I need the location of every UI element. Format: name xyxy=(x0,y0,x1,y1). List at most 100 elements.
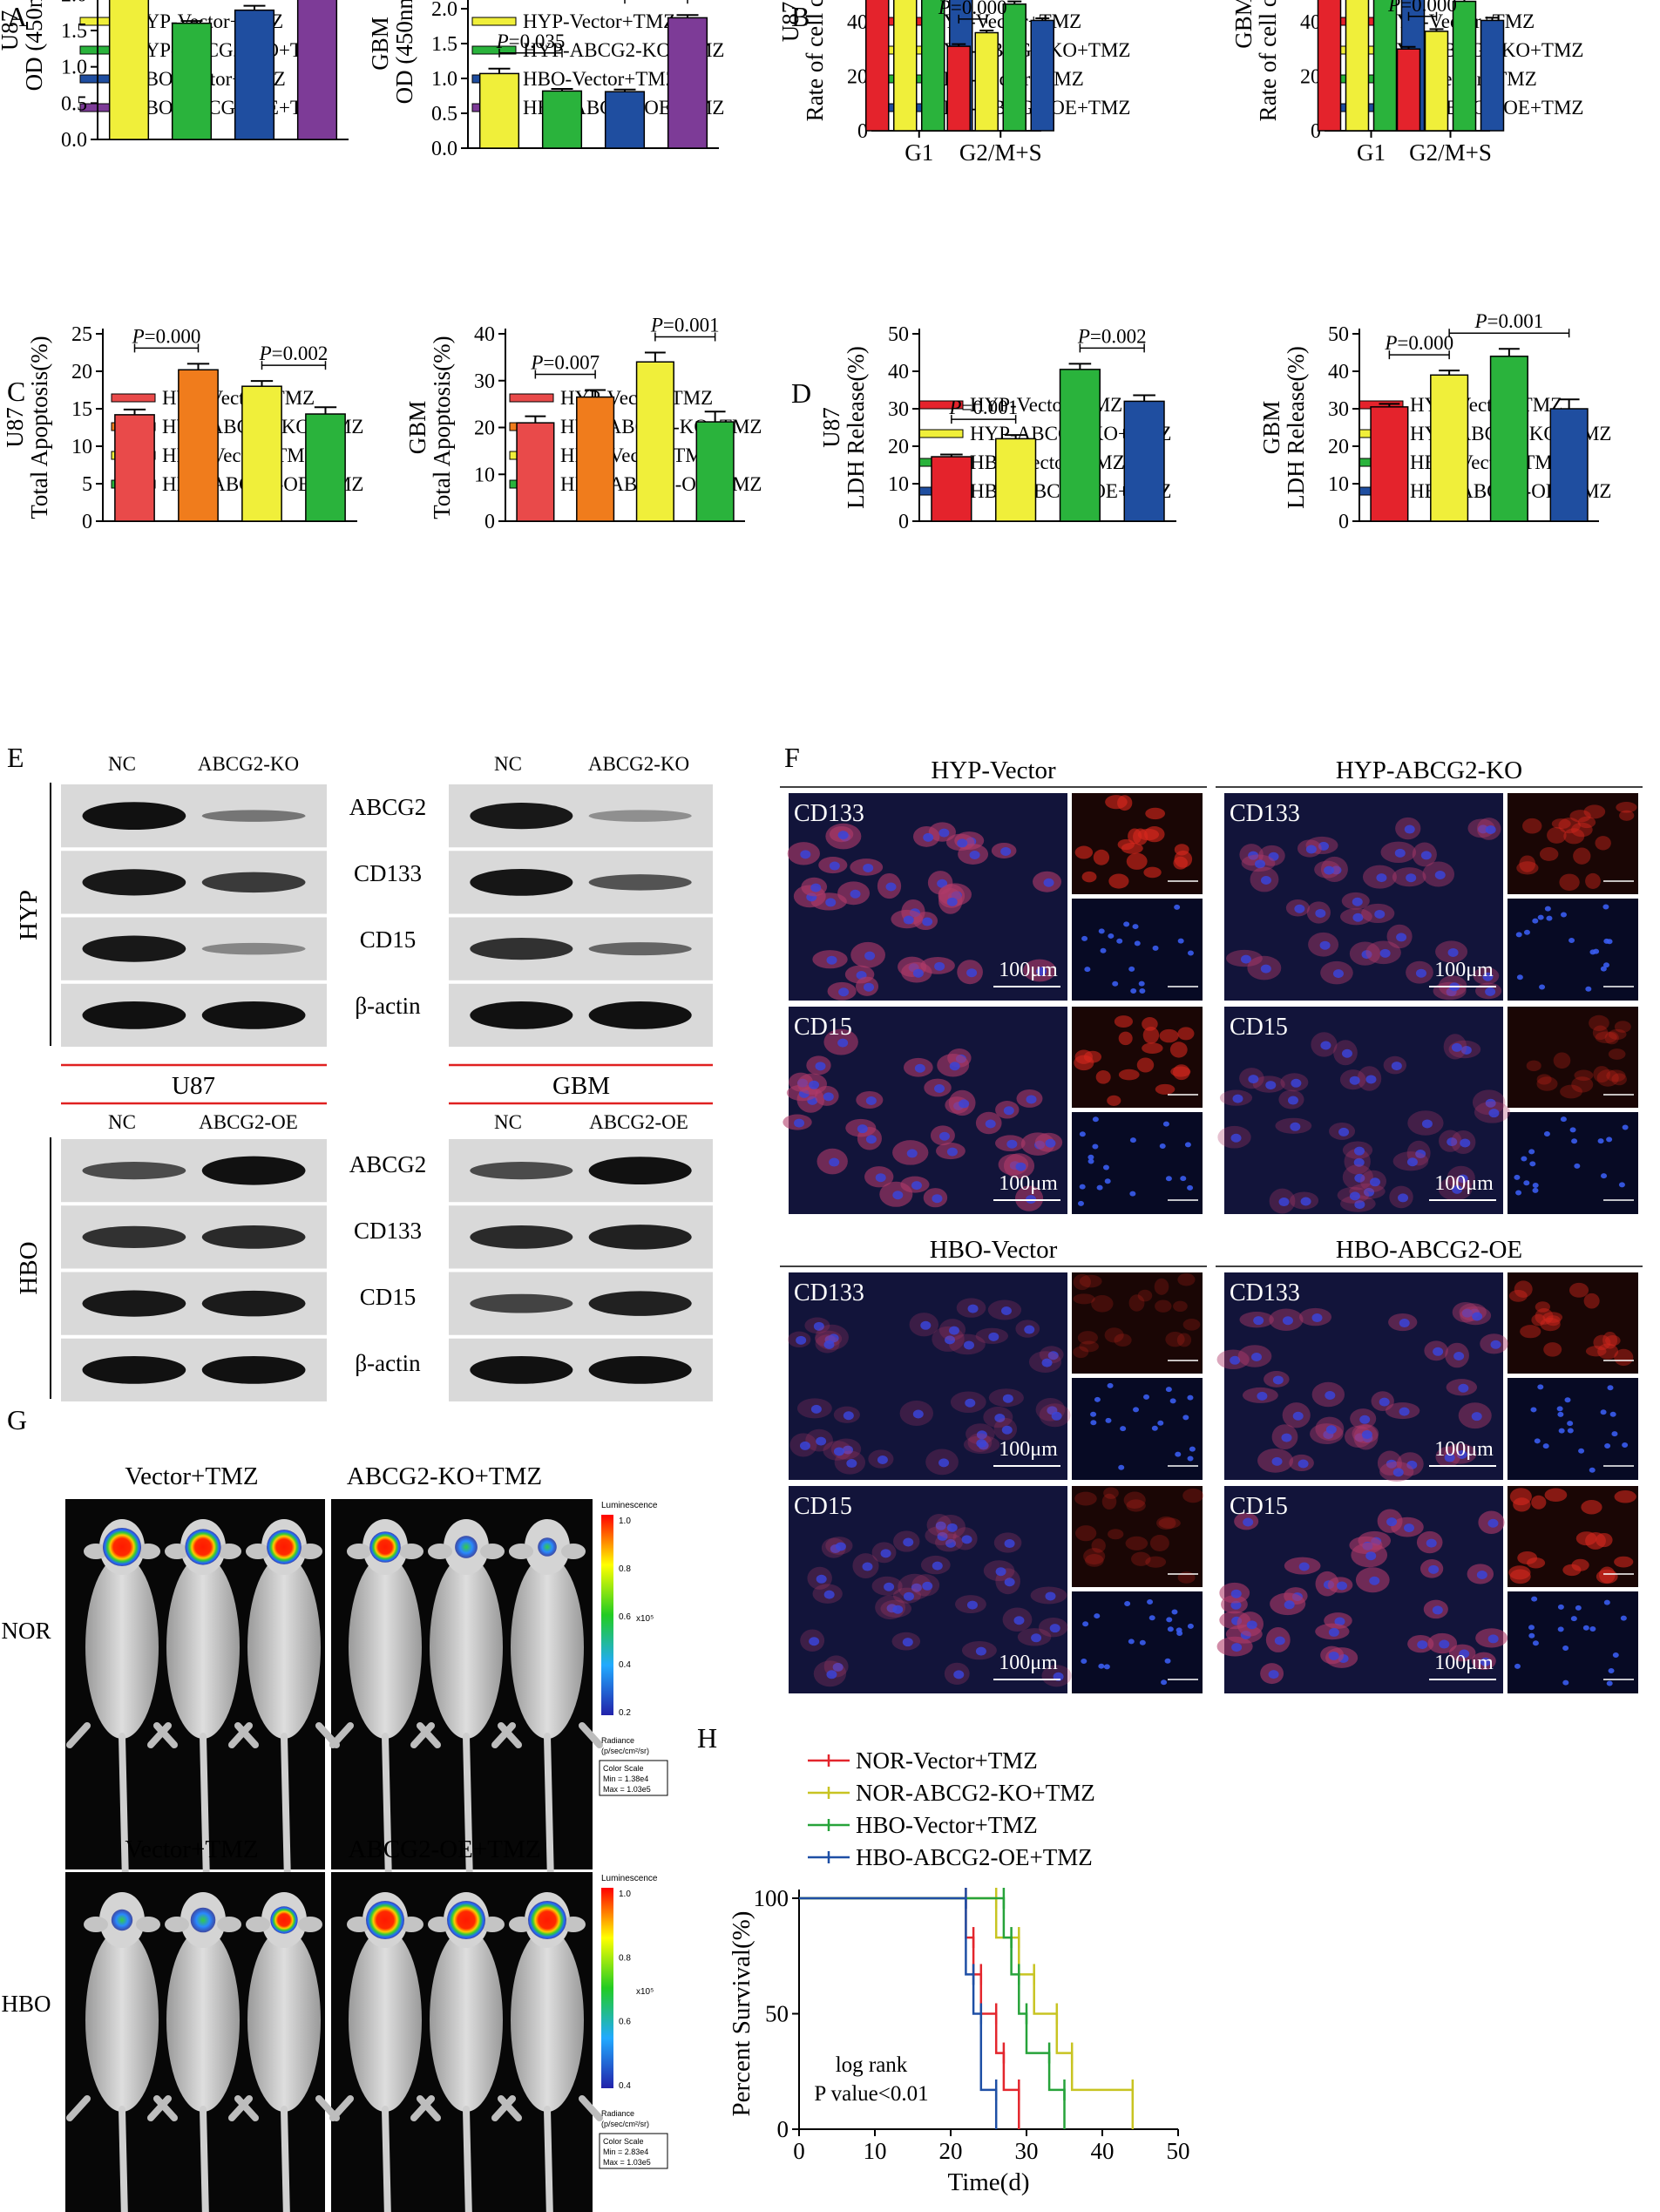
nucleus xyxy=(1406,873,1417,883)
nucleus xyxy=(1386,1517,1398,1527)
nucleus xyxy=(1045,1591,1056,1601)
red-signal xyxy=(1614,1021,1631,1033)
red-signal xyxy=(1145,807,1166,820)
y-axis-label: LDH Release(%) xyxy=(843,346,869,509)
red-signal xyxy=(1091,1294,1114,1313)
blot-band xyxy=(82,1001,186,1029)
nucleus xyxy=(1379,948,1391,958)
dapi-signal xyxy=(1180,1176,1187,1182)
y-tick-label: 0.5 xyxy=(61,92,87,115)
nucleus xyxy=(1278,1198,1290,1207)
legend-entry: HBO-ABCG2-OE+TMZ xyxy=(856,1844,1093,1870)
dapi-signal xyxy=(1528,1149,1535,1155)
nucleus xyxy=(1281,1433,1292,1442)
red-signal xyxy=(1535,1301,1551,1313)
p-value: P=0.000 xyxy=(938,0,1007,18)
y-axis-label: OD (450nm) xyxy=(391,0,417,104)
dapi-signal xyxy=(1612,1652,1619,1658)
legend-entry: NOR-ABCG2-KO+TMZ xyxy=(856,1780,1095,1806)
nucleus xyxy=(946,1523,958,1532)
bar xyxy=(995,438,1037,522)
nucleus xyxy=(1268,852,1279,861)
red-signal xyxy=(1137,828,1160,841)
bar xyxy=(478,72,520,149)
blot-band xyxy=(588,1355,692,1384)
nucleus xyxy=(880,1549,891,1558)
luminescence-signal xyxy=(369,1531,401,1563)
nucleus xyxy=(1230,1355,1241,1365)
nucleus xyxy=(837,1038,849,1048)
mouse xyxy=(410,1519,522,1886)
nucleus xyxy=(1287,1096,1298,1105)
red-signal xyxy=(1614,1489,1636,1503)
nucleus xyxy=(1480,1657,1491,1666)
dapi-signal xyxy=(1098,928,1105,934)
nucleus xyxy=(1031,1633,1042,1643)
bar xyxy=(695,421,735,522)
mouse-ear xyxy=(428,1544,452,1559)
lane-label: NC xyxy=(108,1111,136,1133)
p-value: P=0.000 xyxy=(1384,332,1453,354)
y-tick-label: 40 xyxy=(888,361,909,383)
mouse-leg xyxy=(410,1722,435,1748)
marker-label: CD133 xyxy=(1230,800,1300,827)
dapi-signal xyxy=(1589,949,1596,955)
nucleus xyxy=(967,1304,979,1313)
dapi-signal xyxy=(1602,904,1609,910)
red-signal xyxy=(1560,1084,1582,1099)
red-signal xyxy=(1581,1500,1602,1515)
dapi-signal xyxy=(1094,1396,1101,1402)
imaging-title: ABCG2-KO+TMZ xyxy=(347,1462,542,1490)
nucleus xyxy=(994,1414,1006,1423)
bar xyxy=(604,91,646,149)
colorbar-scale-box xyxy=(599,2133,668,2169)
mouse-ear xyxy=(509,1544,533,1559)
group-label: NOR xyxy=(1,1618,51,1644)
mouse-tail xyxy=(382,2106,391,2212)
merged-image xyxy=(789,1272,1067,1480)
colorbar-unit: x10⁵ xyxy=(636,1614,654,1624)
mouse-ear xyxy=(165,1544,189,1559)
dapi-signal xyxy=(1129,1137,1136,1143)
dapi-signal xyxy=(1569,1127,1576,1133)
blot-band xyxy=(82,869,186,896)
legend-swatch xyxy=(111,393,156,403)
dapi-signal xyxy=(1556,1406,1563,1412)
nucleus xyxy=(1452,1184,1463,1194)
dapi-signal xyxy=(1611,1431,1618,1437)
mouse-leg xyxy=(491,1722,516,1748)
dapi-signal xyxy=(1157,1420,1164,1426)
mouse-leg xyxy=(579,2095,603,2121)
mouse-leg xyxy=(498,2095,522,2121)
nucleus xyxy=(1396,933,1407,942)
nucleus xyxy=(903,1537,914,1547)
red-signal xyxy=(1085,1554,1104,1567)
mouse xyxy=(228,1892,340,2212)
red-signal xyxy=(1569,1282,1589,1298)
nucleus xyxy=(1432,1605,1443,1615)
nucleus xyxy=(823,1092,834,1102)
red-signal xyxy=(1174,844,1189,856)
bar xyxy=(541,90,583,149)
red-signal xyxy=(1128,1294,1145,1312)
blot-hyp-u87 xyxy=(61,784,327,1047)
nucleus xyxy=(966,968,978,978)
colorbar-scale-box xyxy=(599,1760,668,1796)
protein-label: ABCG2 xyxy=(349,1151,427,1177)
nucleus xyxy=(1000,846,1012,856)
nucleus xyxy=(1374,909,1386,919)
nucleus xyxy=(1420,851,1432,860)
chart-h: NOR-Vector+TMZ NOR-ABCG2-KO+TMZ HBO-Vector… xyxy=(728,1747,1190,2196)
mouse-ear xyxy=(246,1917,270,1932)
bar xyxy=(1489,356,1528,522)
dapi-signal xyxy=(1100,947,1107,953)
chart-d2: HYP-Vector+TMZHYP-ABCG2-KO+TMZHBO-Vector… xyxy=(1258,310,1611,533)
dapi-signal xyxy=(1523,1180,1530,1186)
dapi-signal xyxy=(1175,1451,1182,1457)
chart-d1: HYP-Vector+TMZHYP-ABCG2-KO+TMZHBO-Vector… xyxy=(818,323,1176,533)
fluorescence-title: HYP-Vector xyxy=(931,757,1056,784)
red-signal xyxy=(1527,1557,1546,1569)
dapi-signal xyxy=(1523,929,1530,935)
panel-label: G xyxy=(7,1404,27,1435)
y-axis-label: Total Apoptosis(%) xyxy=(429,336,455,519)
